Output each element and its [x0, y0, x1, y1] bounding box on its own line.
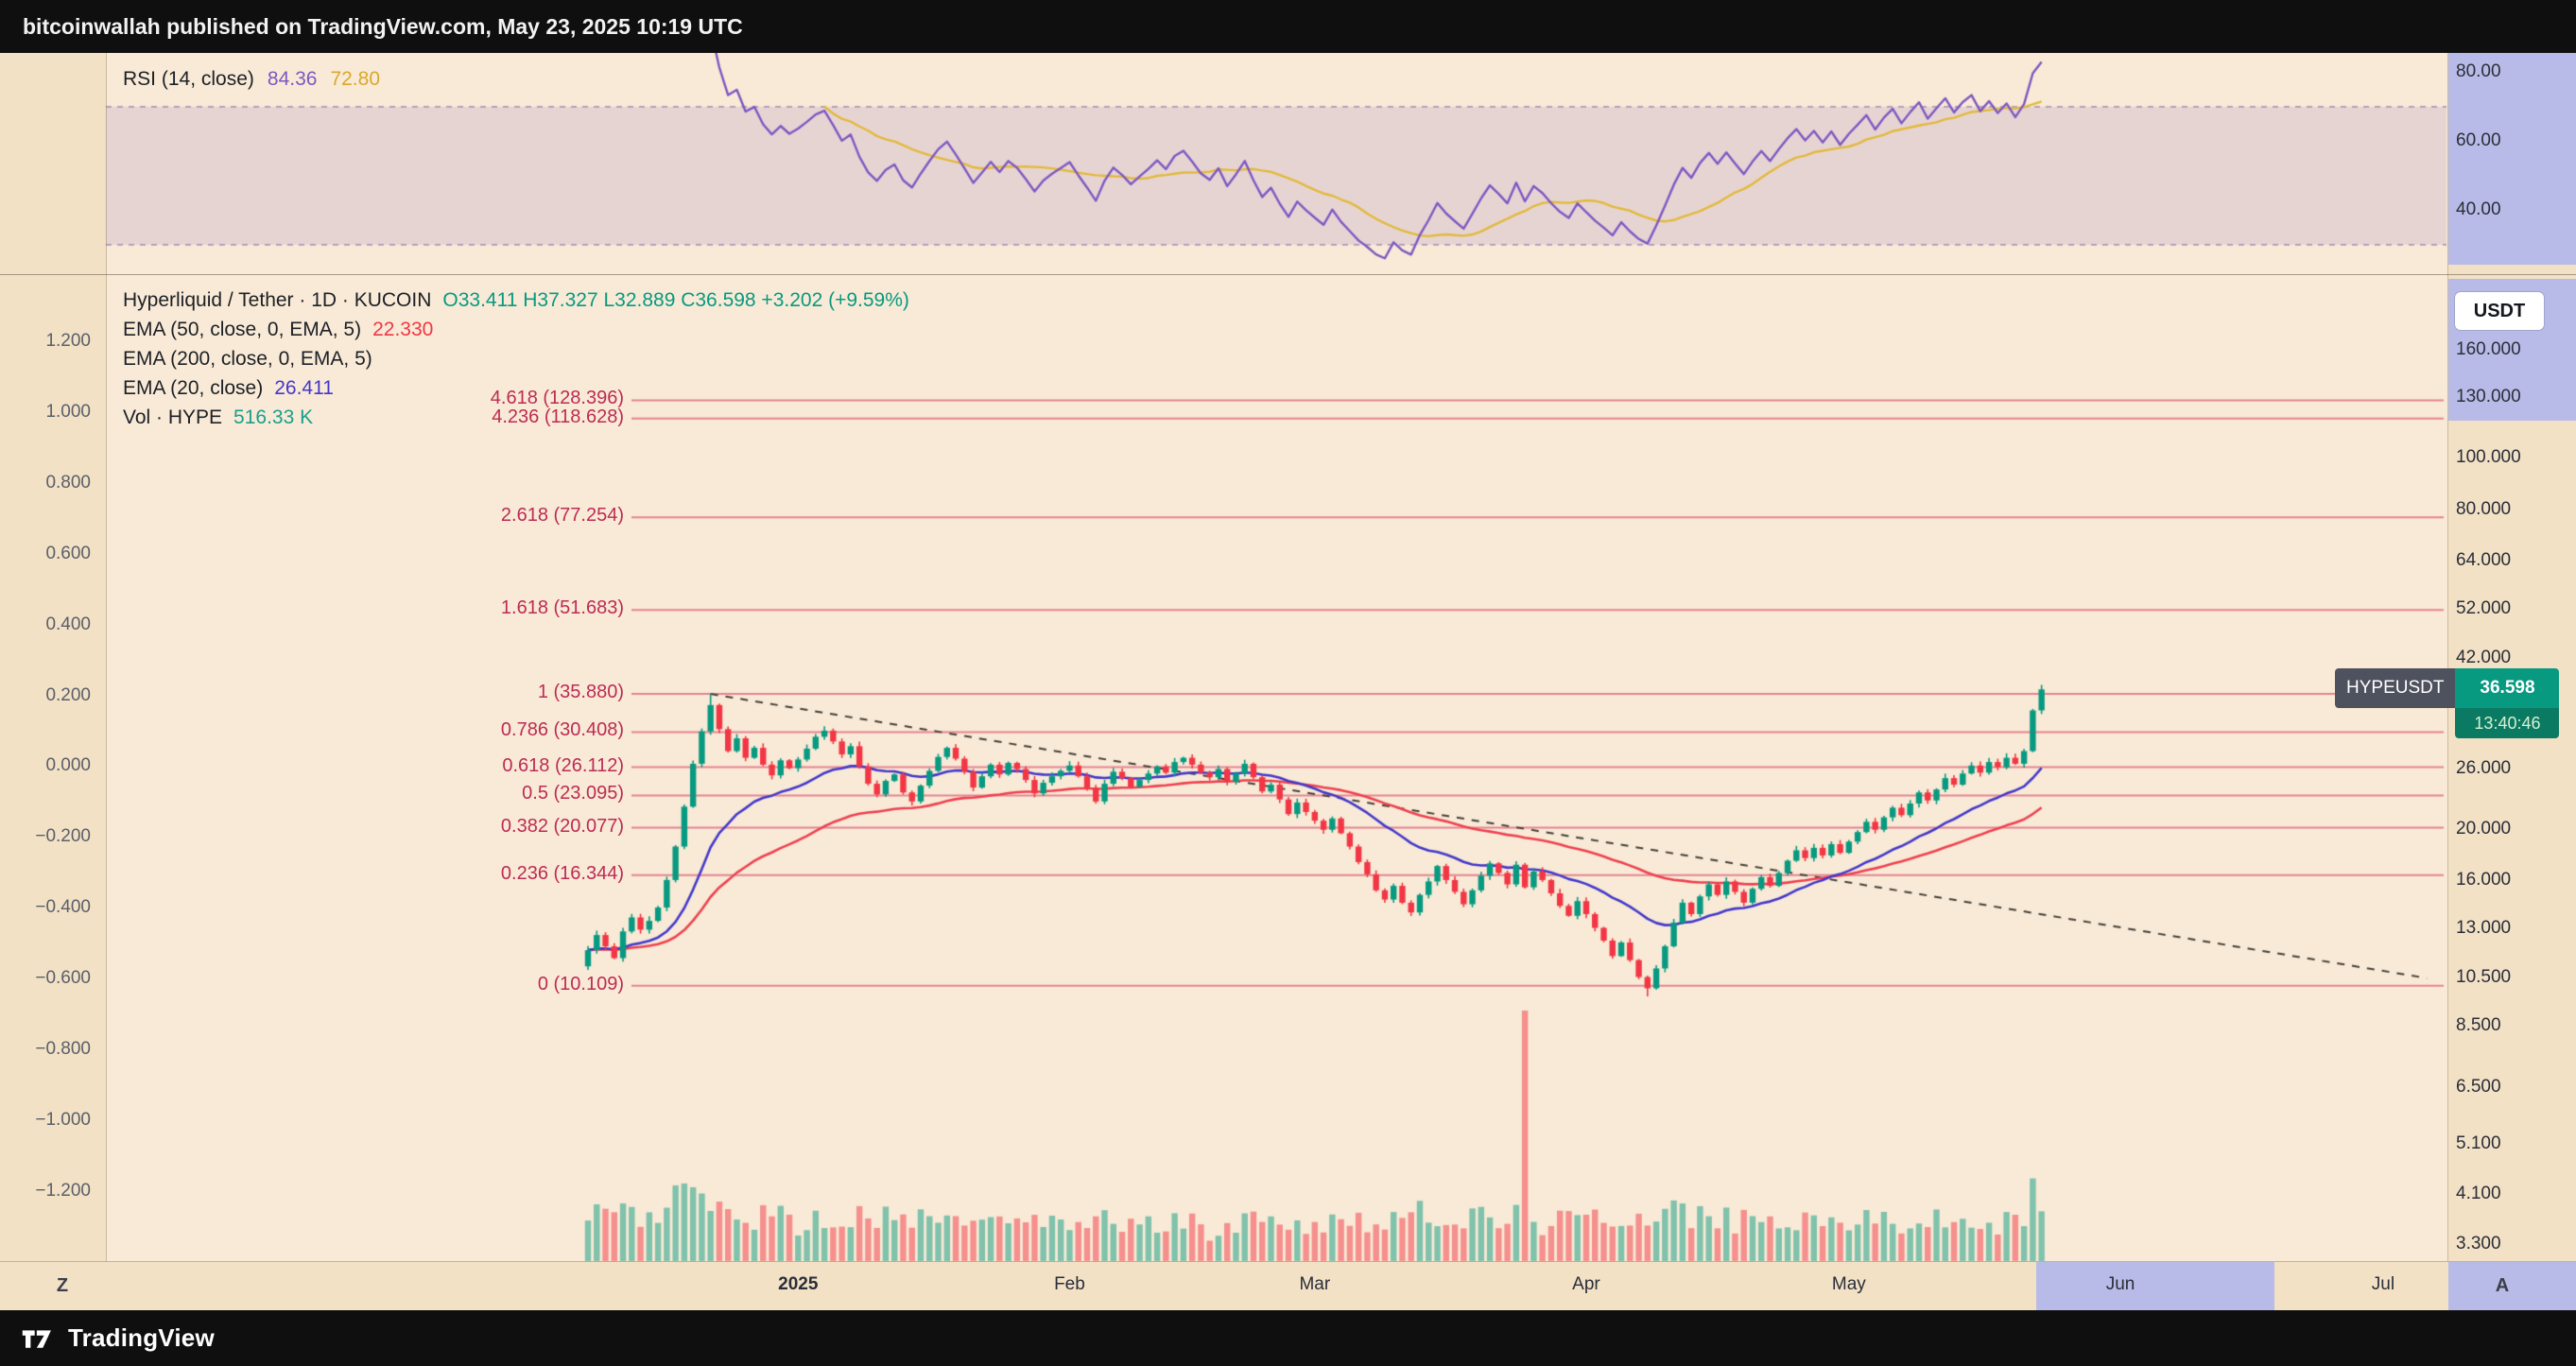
volume-label: Vol · HYPE	[123, 406, 223, 428]
ema50-label: EMA (50, close, 0, EMA, 5)	[123, 318, 362, 340]
bar-close-countdown: 13:40:46	[2455, 708, 2560, 739]
symbol-ohlc-values: O33.411 H37.327 L32.889 C36.598 +3.202 (…	[442, 288, 909, 311]
last-price-row: HYPEUSDT 36.598	[2335, 668, 2560, 709]
published-banner-text: bitcoinwallah published on TradingView.c…	[23, 13, 743, 39]
ema50-value: 22.330	[372, 318, 434, 340]
rsi-ma-value: 72.80	[330, 68, 381, 90]
chart-area: RSI (14, close) 84.36 72.80 Hyperliquid …	[0, 53, 2576, 1311]
currency-toggle-button[interactable]: USDT	[2455, 292, 2544, 330]
volume-value: 516.33 K	[233, 406, 314, 428]
currency-toggle-label: USDT	[2473, 300, 2526, 321]
tradingview-logo-icon[interactable]	[21, 1325, 57, 1352]
z-corner-button[interactable]: Z	[56, 1274, 69, 1296]
legend-ema50-row[interactable]: EMA (50, close, 0, EMA, 5) 22.330	[123, 315, 909, 344]
pane-divider[interactable]	[0, 274, 2576, 275]
legend-symbol-row[interactable]: Hyperliquid / Tether · 1D · KUCOIN O33.4…	[123, 285, 909, 315]
legend-ema20-row[interactable]: EMA (20, close) 26.411	[123, 373, 909, 403]
main-chart-legend: Hyperliquid / Tether · 1D · KUCOIN O33.4…	[123, 285, 909, 432]
ema20-value: 26.411	[274, 376, 334, 399]
ema200-label: EMA (200, close, 0, EMA, 5)	[123, 347, 372, 370]
legend-volume-row[interactable]: Vol · HYPE 516.33 K	[123, 403, 909, 432]
rsi-legend[interactable]: RSI (14, close) 84.36 72.80	[123, 68, 380, 91]
a-corner-button[interactable]: A	[2495, 1274, 2510, 1296]
price-chart-canvas[interactable]	[0, 53, 2576, 1310]
legend-ema200-row[interactable]: EMA (200, close, 0, EMA, 5)	[123, 344, 909, 373]
ema20-label: EMA (20, close)	[123, 376, 264, 399]
rsi-legend-title: RSI (14, close)	[123, 68, 254, 90]
symbol-title: Hyperliquid / Tether · 1D · KUCOIN	[123, 288, 432, 311]
footer-bar: TradingView	[0, 1310, 2576, 1366]
last-price-badge[interactable]: HYPEUSDT 36.598 13:40:46	[2335, 668, 2560, 739]
price-badge-price: 36.598	[2455, 668, 2560, 709]
tradingview-wordmark[interactable]: TradingView	[68, 1323, 215, 1352]
rsi-value: 84.36	[267, 68, 318, 90]
price-badge-symbol: HYPEUSDT	[2335, 668, 2456, 709]
published-banner: bitcoinwallah published on TradingView.c…	[0, 0, 2576, 53]
